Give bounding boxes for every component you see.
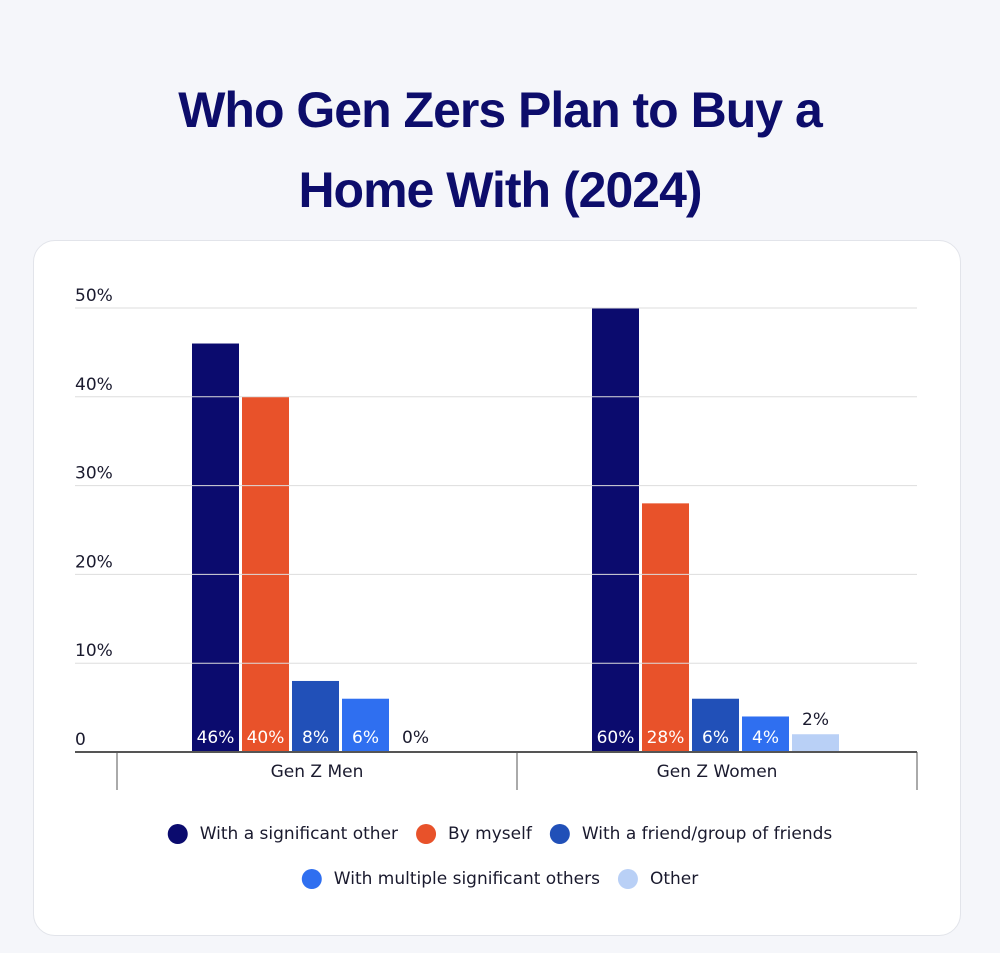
bar — [692, 698, 739, 752]
value-label: 6% — [702, 728, 729, 748]
value-label: 28% — [647, 728, 685, 748]
bar — [292, 680, 339, 752]
value-label: 40% — [247, 728, 285, 748]
bar — [792, 734, 839, 752]
bar — [592, 308, 639, 752]
value-label: 2% — [802, 710, 829, 730]
x-tick-label: Gen Z Men — [271, 762, 364, 782]
legend-label: By myself — [448, 824, 533, 844]
bar — [192, 343, 239, 752]
x-tick-label: Gen Z Women — [657, 762, 778, 782]
value-label: 46% — [197, 728, 235, 748]
y-tick-label: 40% — [75, 375, 113, 395]
legend-marker — [301, 869, 322, 889]
y-tick-label: 50% — [75, 286, 113, 306]
chart-title: Who Gen Zers Plan to Buy a Home With (20… — [178, 82, 823, 218]
y-tick-label: 0 — [75, 730, 86, 750]
legend-marker — [167, 824, 188, 844]
y-tick-label: 10% — [75, 641, 113, 661]
bar — [742, 716, 789, 752]
y-tick-label: 20% — [75, 552, 113, 572]
legend-marker — [549, 824, 570, 844]
legend-label: Other — [650, 869, 698, 889]
bar — [342, 698, 389, 752]
legend-label: With a friend/group of friends — [582, 824, 833, 844]
value-label: 6% — [352, 728, 379, 748]
value-label: 4% — [752, 728, 779, 748]
chart-card — [33, 240, 961, 936]
value-label: 0% — [402, 728, 429, 748]
legend-marker — [617, 869, 638, 889]
y-tick-label: 30% — [75, 464, 113, 484]
legend-marker — [416, 824, 437, 844]
value-label: 60% — [597, 728, 635, 748]
legend-label: With a significant other — [200, 824, 398, 844]
value-label: 8% — [302, 728, 329, 748]
bar — [642, 503, 689, 752]
legend-label: With multiple significant others — [334, 869, 600, 889]
